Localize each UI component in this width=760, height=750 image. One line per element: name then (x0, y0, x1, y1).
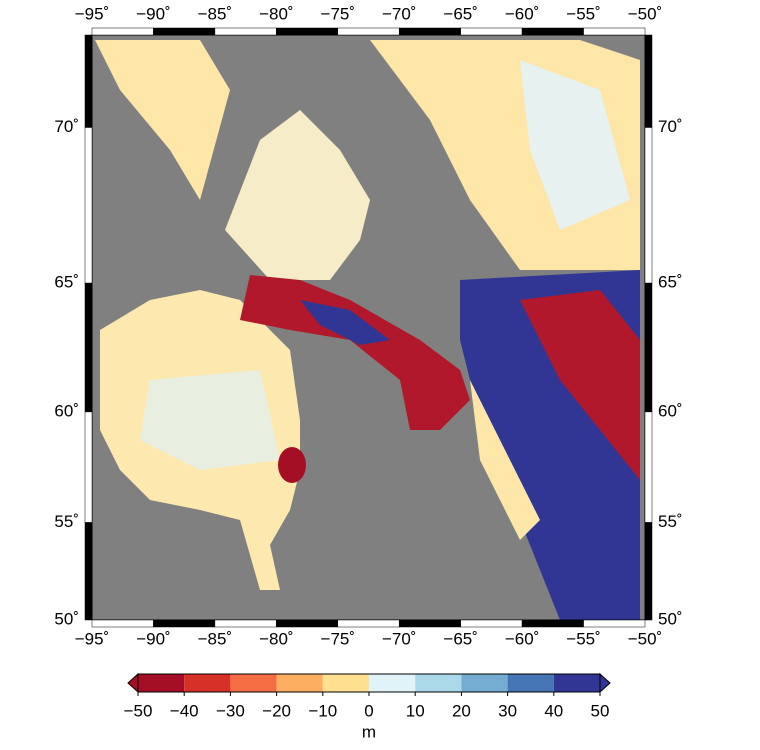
x-tick-label: −50˚ (628, 4, 663, 23)
colorbar-bin (415, 674, 462, 692)
sea-region (300, 300, 390, 345)
sea-region (140, 370, 280, 470)
x-tick-label: −80˚ (259, 629, 294, 648)
colorbar-extend-low (127, 672, 139, 694)
colorbar-extend-high (599, 672, 611, 694)
frame-segment (84, 34, 93, 128)
colorbar-tick-label: 0 (364, 701, 373, 720)
colorbar-tick-label: 20 (452, 701, 471, 720)
frame-segment (214, 619, 277, 628)
x-tick-label: −75˚ (321, 4, 356, 23)
frame-segment (460, 619, 523, 628)
colorbar-bin (461, 674, 508, 692)
colorbar-bin (230, 674, 277, 692)
frame-segment (214, 27, 277, 36)
frame-segment (84, 127, 93, 284)
y-tick-label: 60˚ (658, 401, 683, 420)
x-tick-label: −60˚ (505, 4, 540, 23)
colorbar-tick-label: −10 (308, 701, 337, 720)
y-tick-label: 50˚ (54, 609, 79, 628)
frame-segment (644, 127, 653, 284)
x-tick-label: −75˚ (321, 629, 356, 648)
x-tick-label: −95˚ (75, 4, 110, 23)
frame-segment (644, 34, 653, 128)
colorbar-tick-label: 10 (406, 701, 425, 720)
frame-segment (276, 27, 339, 36)
frame-segment (91, 619, 154, 628)
colorbar-tick-label: 40 (544, 701, 563, 720)
colorbar-bin (184, 674, 231, 692)
frame-segment (337, 27, 400, 36)
frame-segment (84, 282, 93, 413)
frame-segment (153, 619, 216, 628)
x-tick-label: −90˚ (136, 629, 171, 648)
y-tick-label: 65˚ (658, 273, 683, 292)
colorbar-bin (553, 674, 600, 692)
colorbar-label: m (362, 722, 376, 741)
frame-segment (521, 619, 584, 628)
frame-segment (583, 27, 646, 36)
sea-region (278, 447, 306, 483)
colorbar-tick-label: −30 (216, 701, 245, 720)
frame-segment (398, 27, 461, 36)
x-tick-label: −85˚ (198, 629, 233, 648)
frame-segment (276, 619, 339, 628)
colorbar-bin (322, 674, 369, 692)
y-tick-label: 55˚ (658, 512, 683, 531)
colorbar-bin (276, 674, 323, 692)
colorbar-tick-label: −20 (262, 701, 291, 720)
frame-segment (84, 522, 93, 621)
frame-segment (153, 27, 216, 36)
x-tick-label: −95˚ (75, 629, 110, 648)
y-tick-label: 65˚ (54, 273, 79, 292)
frame-segment (583, 619, 646, 628)
sea-region (240, 275, 470, 430)
y-tick-label: 60˚ (54, 401, 79, 420)
colorbar-tick-label: 30 (498, 701, 517, 720)
frame-segment (644, 282, 653, 413)
x-tick-label: −60˚ (505, 629, 540, 648)
y-tick-label: 55˚ (54, 512, 79, 531)
colorbar-bin (507, 674, 554, 692)
colorbar-bin (369, 674, 416, 692)
frame-segment (644, 522, 653, 621)
sea-region (520, 290, 640, 480)
frame-segment (337, 619, 400, 628)
colorbar-tick-label: −50 (124, 701, 153, 720)
sea-region (225, 110, 370, 280)
map-area (92, 35, 645, 620)
x-tick-label: −65˚ (443, 629, 478, 648)
x-tick-label: −85˚ (198, 4, 233, 23)
frame-segment (91, 27, 154, 36)
y-tick-label: 50˚ (658, 609, 683, 628)
x-tick-label: −50˚ (628, 629, 663, 648)
x-tick-label: −70˚ (382, 629, 417, 648)
frame-segment (521, 27, 584, 36)
colorbar-tick-label: 50 (591, 701, 610, 720)
x-tick-label: −90˚ (136, 4, 171, 23)
y-tick-label: 70˚ (658, 117, 683, 136)
sea-region (95, 40, 230, 200)
x-tick-label: −65˚ (443, 4, 478, 23)
colorbar-tick-label: −40 (170, 701, 199, 720)
frame-segment (398, 619, 461, 628)
x-tick-label: −55˚ (566, 4, 601, 23)
sea-region (470, 380, 540, 540)
frame-segment (644, 411, 653, 523)
y-tick-label: 70˚ (54, 117, 79, 136)
frame-segment (460, 27, 523, 36)
x-tick-label: −55˚ (566, 629, 601, 648)
frame-segment (84, 411, 93, 523)
x-tick-label: −70˚ (382, 4, 417, 23)
sea-region (520, 60, 630, 230)
colorbar-bin (138, 674, 185, 692)
x-tick-label: −80˚ (259, 4, 294, 23)
